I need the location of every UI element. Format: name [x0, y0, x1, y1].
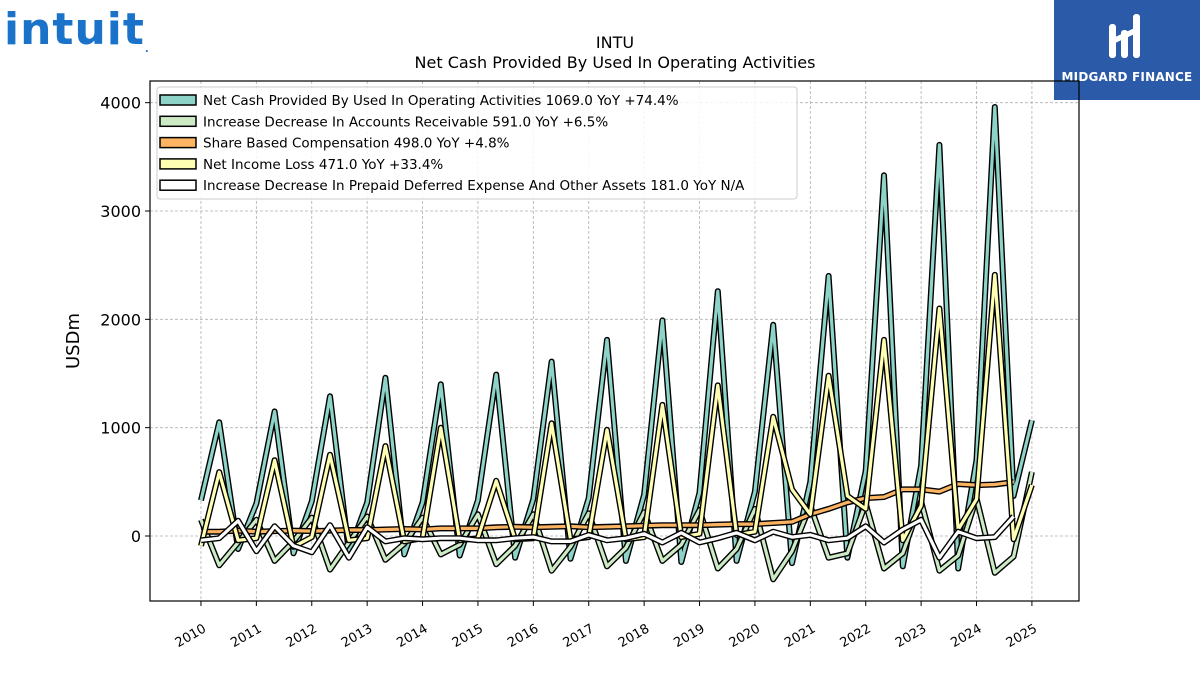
x-tick-label: 2017 [561, 621, 597, 651]
y-tick-label: 1000 [100, 419, 141, 438]
series-line-ar [199, 471, 1034, 581]
y-tick-label: 2000 [100, 310, 141, 329]
y-tick-label: 4000 [100, 94, 141, 113]
x-tick-label: 2015 [450, 621, 486, 651]
legend-label-ar: Increase Decrease In Accounts Receivable… [203, 114, 608, 130]
chart-title: INTU [596, 33, 634, 52]
y-tick-label: 0 [131, 527, 141, 546]
y-tick-label: 3000 [100, 202, 141, 221]
series-line-ni [199, 273, 1034, 549]
x-tick-label: 2019 [671, 621, 707, 651]
legend-swatch-ocf [159, 94, 197, 106]
x-tick-label: 2011 [228, 621, 264, 651]
x-tick-label: 2018 [616, 621, 652, 651]
legend-swatch-ni [159, 158, 197, 170]
x-tick-label: 2024 [948, 621, 984, 651]
intuit-logo: intuit. [4, 4, 150, 55]
legend-swatch-prepaid [159, 179, 197, 191]
x-tick-label: 2010 [173, 621, 209, 651]
legend: Net Cash Provided By Used In Operating A… [156, 86, 798, 200]
partner-name: MIDGARD FINANCE [1061, 70, 1193, 84]
x-axis: 2010 2011 2012 2013 2014 2015 2016 2017 2018 2019… [173, 601, 1040, 651]
legend-label-prepaid: Increase Decrease In Prepaid Deferred Ex… [203, 178, 745, 194]
x-tick-label: 2014 [394, 621, 430, 651]
plot-frame [149, 80, 1080, 602]
legend-box [156, 86, 798, 200]
x-tick-label: 2012 [284, 621, 320, 651]
y-axis: 0 1000 2000 3000 4000 [100, 94, 150, 546]
x-tick-label: 2013 [339, 621, 375, 651]
legend-swatch-sbc [159, 136, 197, 149]
x-tick-label: 2023 [893, 621, 929, 651]
x-tick-label: 2016 [505, 621, 541, 651]
legend-label-ocf: Net Cash Provided By Used In Operating A… [203, 93, 679, 109]
series-line-prepaid [200, 515, 1015, 560]
y-axis-label: USDm [63, 313, 84, 369]
midgard-emblem-icon [1109, 14, 1140, 58]
chart-subtitle: Net Cash Provided By Used In Operating A… [415, 53, 816, 72]
legend-label-ni: Net Income Loss 471.0 YoY +33.4% [203, 157, 443, 173]
x-tick-label: 2022 [838, 621, 874, 651]
x-tick-label: 2025 [1004, 621, 1040, 651]
series-line-ocf [199, 105, 1034, 571]
series-layer [198, 104, 1035, 583]
legend-swatch-ar [159, 115, 197, 128]
x-tick-label: 2021 [782, 621, 818, 651]
midgard-finance-logo: MIDGARD FINANCE [1054, 0, 1200, 100]
x-tick-label: 2020 [727, 621, 763, 651]
legend-label-sbc: Share Based Compensation 498.0 YoY +4.8% [203, 136, 510, 152]
